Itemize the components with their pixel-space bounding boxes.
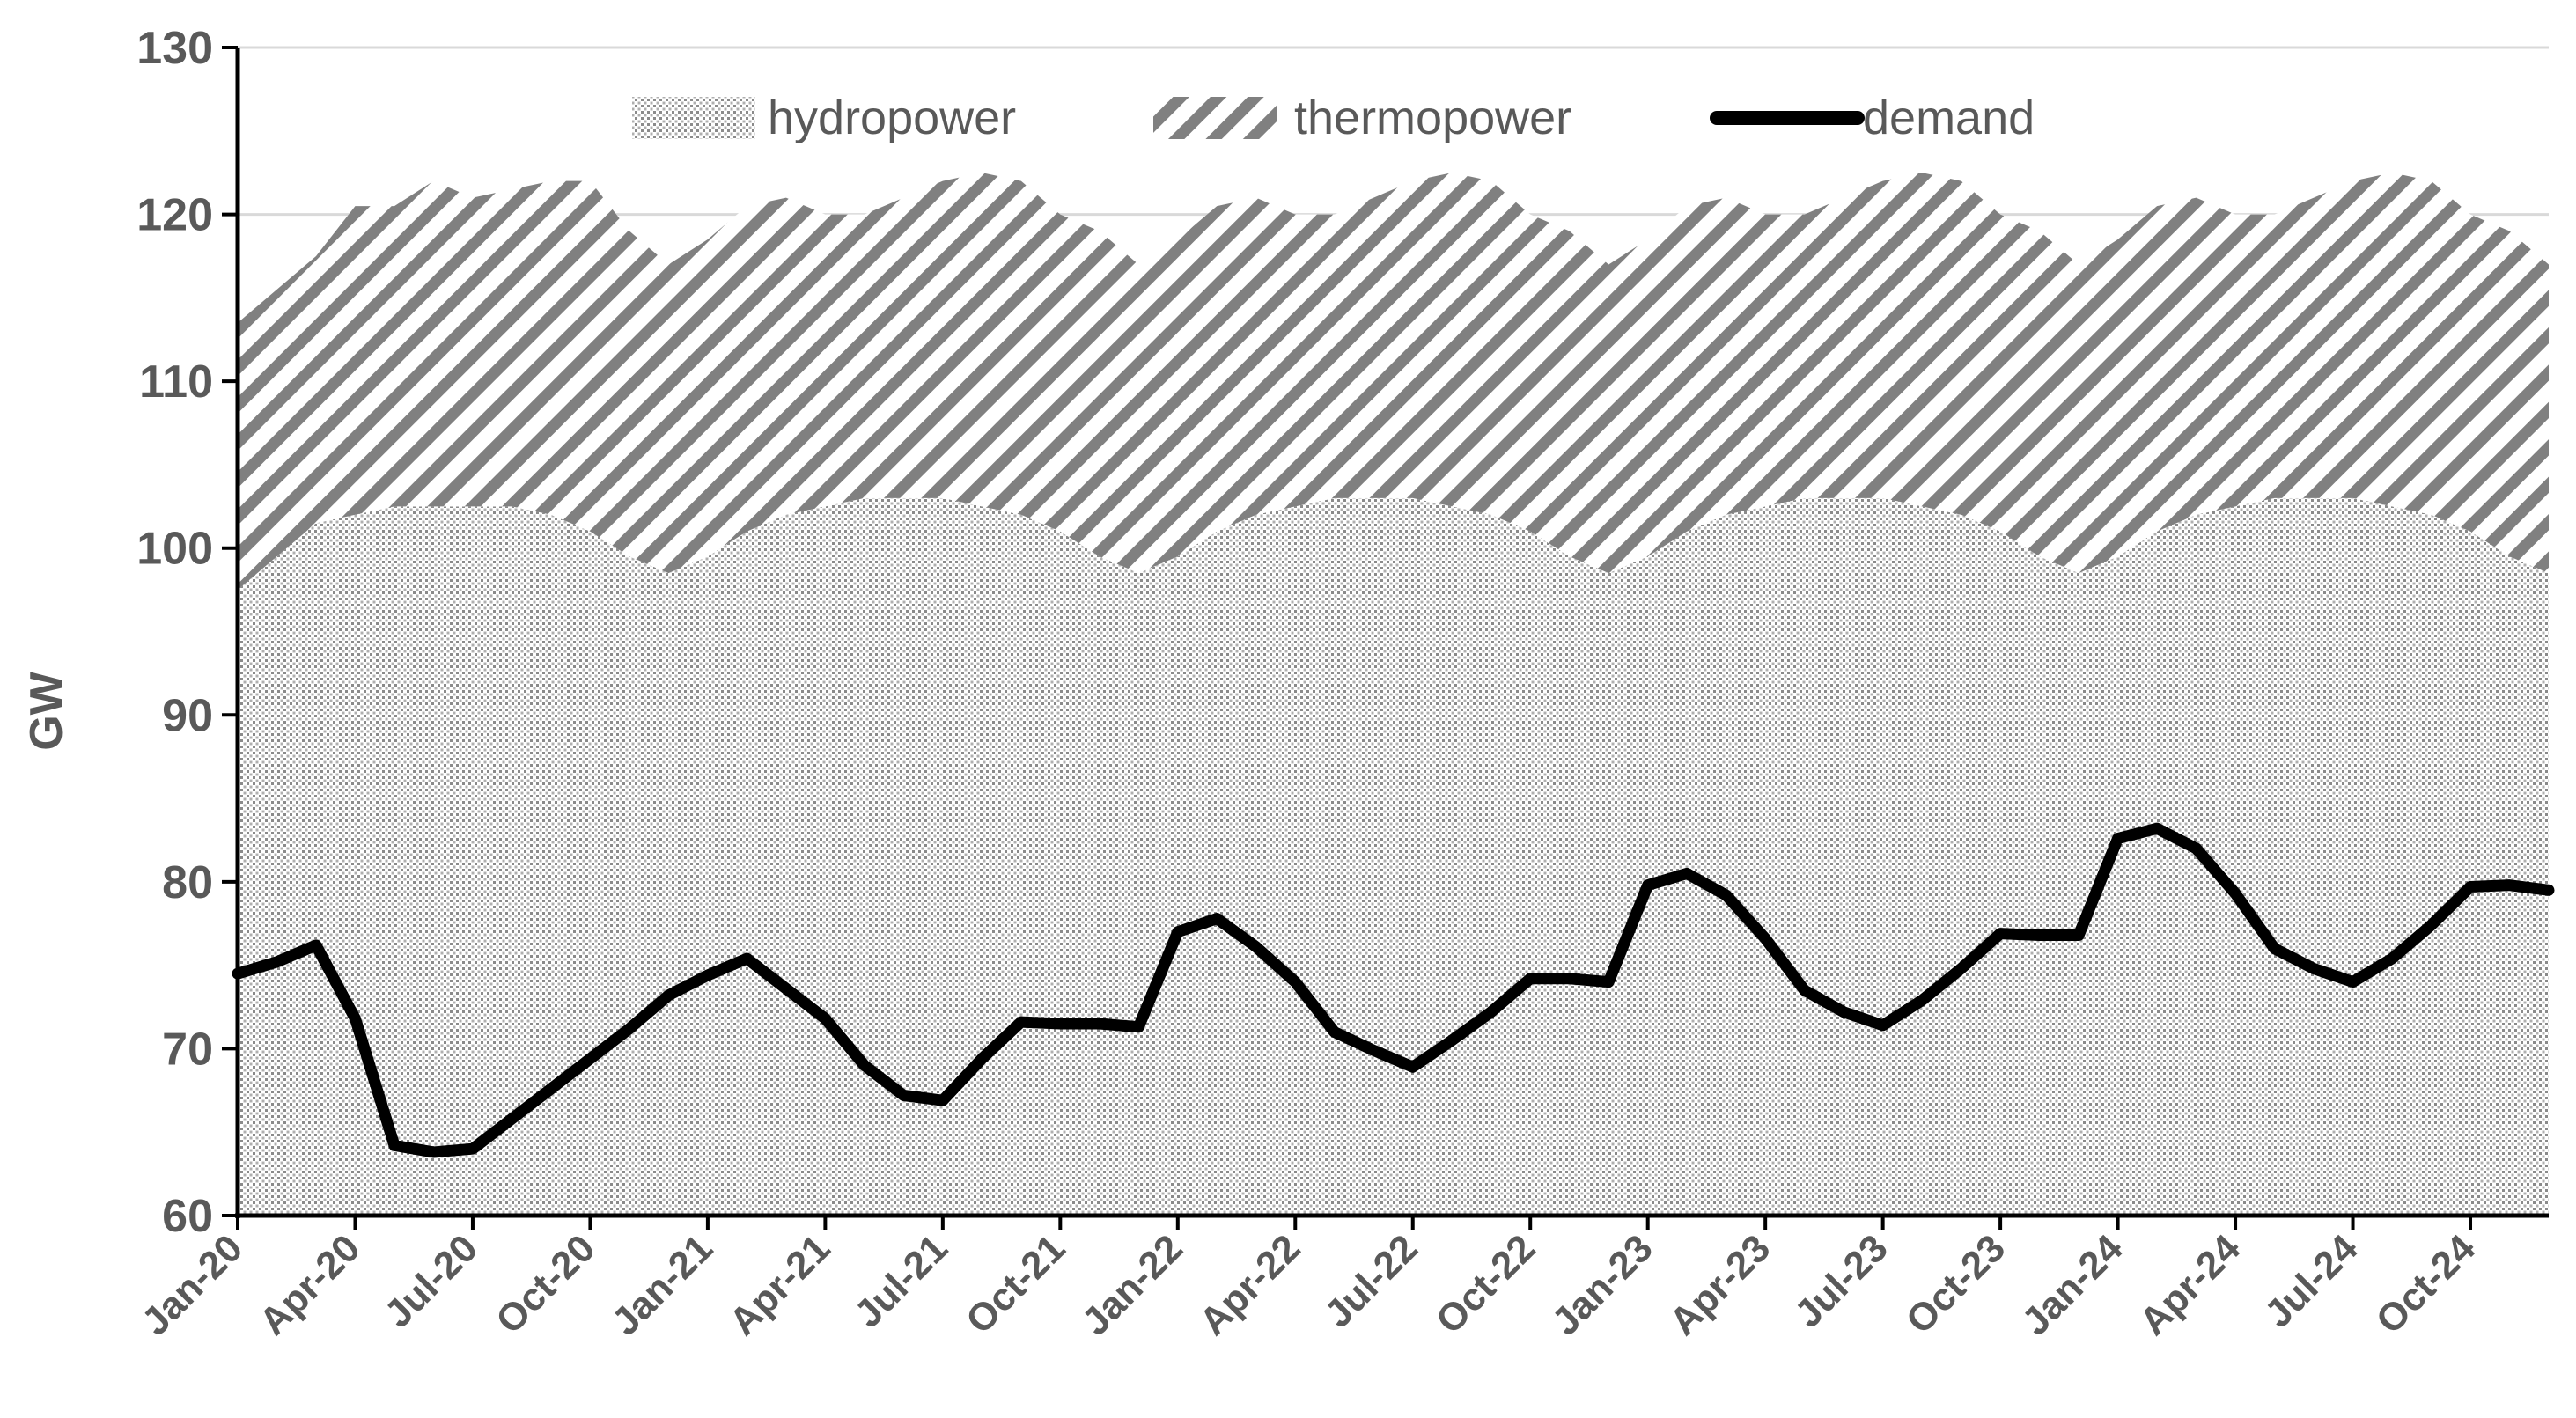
x-tick-label: Apr-22 [1191, 1226, 1308, 1343]
x-tick-label: Apr-24 [2131, 1226, 2249, 1344]
y-tick-label: 100 [136, 524, 213, 575]
x-tick-label: Apr-20 [251, 1226, 368, 1343]
legend: hydropower thermopower demand [632, 92, 2035, 144]
axes [222, 46, 2549, 1230]
y-tick-label: 80 [162, 857, 213, 908]
x-tick-label: Jul-21 [846, 1226, 956, 1336]
x-tick-label: Oct-23 [1898, 1226, 2013, 1341]
x-tick-label: Oct-24 [2368, 1226, 2484, 1342]
y-tick-labels: 60 70 80 90 100 110 120 130 [136, 23, 213, 1242]
x-tick-label: Jan-23 [1544, 1226, 1661, 1343]
legend-label-thermopower: thermopower [1294, 92, 1571, 144]
x-tick-label: Jan-20 [134, 1226, 251, 1343]
x-tick-label: Oct-22 [1428, 1226, 1543, 1341]
area-layers [238, 173, 2549, 1216]
x-tick-label: Jan-24 [2013, 1226, 2131, 1344]
y-tick-label: 110 [139, 356, 213, 408]
demand-line-layer [232, 822, 2555, 1158]
x-tick-label: Oct-20 [488, 1226, 603, 1341]
y-tick-label: 120 [136, 190, 213, 241]
x-tick-labels: Jan-20 Apr-20 Jul-20 Oct-20 Jan-21 Apr-21 Jul-… [134, 1226, 2484, 1344]
thermopower-area [238, 173, 2549, 591]
x-tick-label: Jul-23 [1786, 1226, 1896, 1336]
x-tick-label: Jul-24 [2256, 1226, 2366, 1336]
x-tick-label: Jul-20 [376, 1226, 486, 1336]
demand-line [232, 822, 2555, 1158]
x-tick-label: Apr-23 [1661, 1226, 1778, 1343]
y-tick-label: 60 [162, 1191, 213, 1242]
y-axis-title: GW [21, 671, 72, 750]
x-tick-label: Jan-22 [1074, 1226, 1191, 1343]
legend-label-hydropower: hydropower [768, 92, 1016, 144]
legend-swatch-hydropower [632, 97, 755, 139]
legend-swatch-thermopower [1153, 97, 1277, 139]
x-tick-label: Jul-22 [1316, 1226, 1426, 1336]
y-tick-label: 70 [162, 1024, 213, 1075]
x-tick-label: Apr-21 [721, 1226, 838, 1343]
x-tick-label: Jan-21 [604, 1226, 721, 1343]
y-tick-label: 130 [136, 23, 213, 74]
hydropower-area [238, 497, 2549, 1216]
x-tick-label: Oct-21 [958, 1226, 1073, 1341]
legend-label-demand: demand [1863, 92, 2035, 144]
y-tick-label: 90 [162, 690, 213, 741]
